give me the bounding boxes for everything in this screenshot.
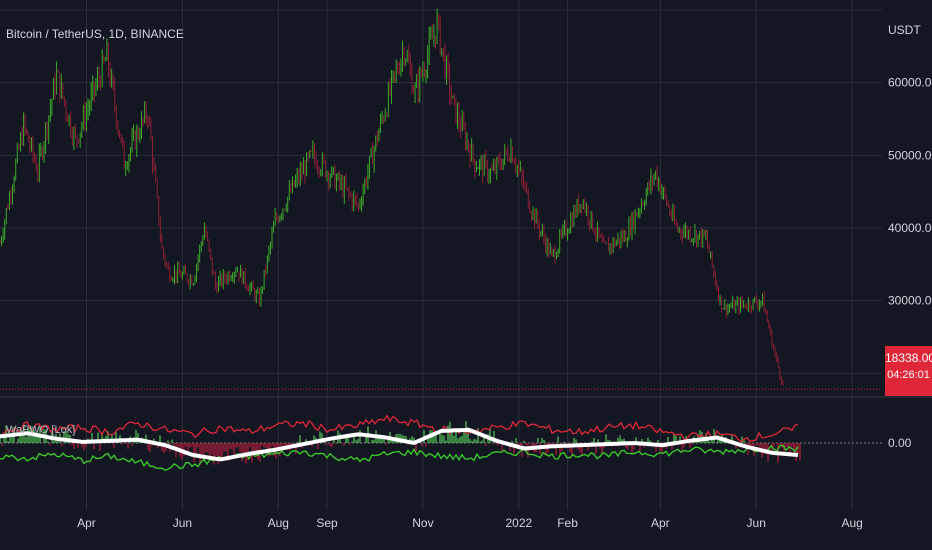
x-tick-label: Aug xyxy=(841,516,862,530)
x-tick-label: Apr xyxy=(651,516,670,530)
indicator-title[interactable]: WaPWO [Lok] xyxy=(6,424,76,436)
symbol-title[interactable]: Bitcoin / TetherUS, 1D, BINANCE xyxy=(6,27,184,41)
time-axis[interactable]: Apr Jun Aug Sep Nov 2022 Feb Apr Jun Aug xyxy=(77,516,863,530)
y-tick-label: 30000.00 xyxy=(888,294,932,308)
y-tick-label: 50000.00 xyxy=(888,148,932,162)
x-tick-label: Aug xyxy=(268,516,289,530)
oscillator-line xyxy=(0,427,799,462)
y-tick-label: 60000.00 xyxy=(888,76,932,90)
indicator-tick-label: 0.00 xyxy=(888,436,912,450)
y-tick-label: 40000.00 xyxy=(888,221,932,235)
x-tick-label: Nov xyxy=(412,516,433,530)
bar-countdown: 04:26:01 xyxy=(887,369,930,381)
price-unit: USDT xyxy=(888,23,921,37)
upper-band-line xyxy=(0,414,799,443)
x-tick-label: 2022 xyxy=(505,516,532,530)
x-tick-label: Sep xyxy=(316,516,338,530)
lower-band-line xyxy=(0,444,799,472)
x-tick-label: Jun xyxy=(173,516,192,530)
x-tick-label: Apr xyxy=(77,516,96,530)
indicator-pane: 0.00 xyxy=(0,414,912,472)
last-price-value: 18338.00 xyxy=(885,351,932,365)
x-tick-label: Feb xyxy=(557,516,578,530)
price-axis[interactable]: 60000.00 50000.00 40000.00 30000.00 xyxy=(888,76,932,308)
last-price-badge: 18338.00 04:26:01 xyxy=(885,346,932,396)
price-candles xyxy=(0,8,784,386)
x-tick-label: Jun xyxy=(747,516,766,530)
